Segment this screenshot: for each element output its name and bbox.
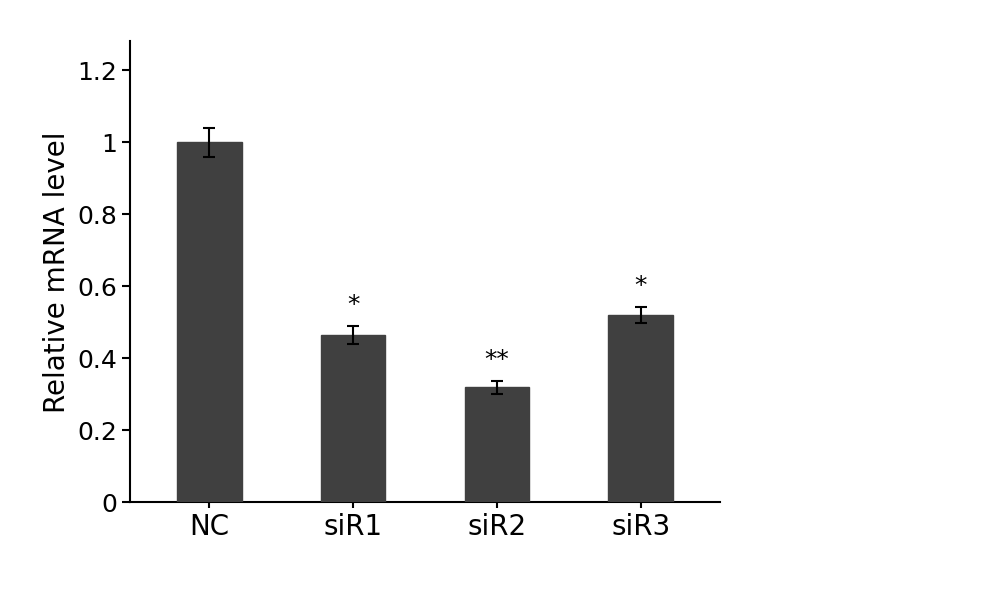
Bar bbox=[321, 335, 385, 502]
Bar bbox=[465, 387, 529, 502]
Text: *: * bbox=[635, 274, 647, 298]
Y-axis label: Relative mRNA level: Relative mRNA level bbox=[43, 131, 71, 413]
Bar bbox=[177, 142, 242, 502]
Text: **: ** bbox=[485, 348, 509, 372]
Bar bbox=[608, 315, 673, 502]
Text: *: * bbox=[347, 293, 359, 317]
